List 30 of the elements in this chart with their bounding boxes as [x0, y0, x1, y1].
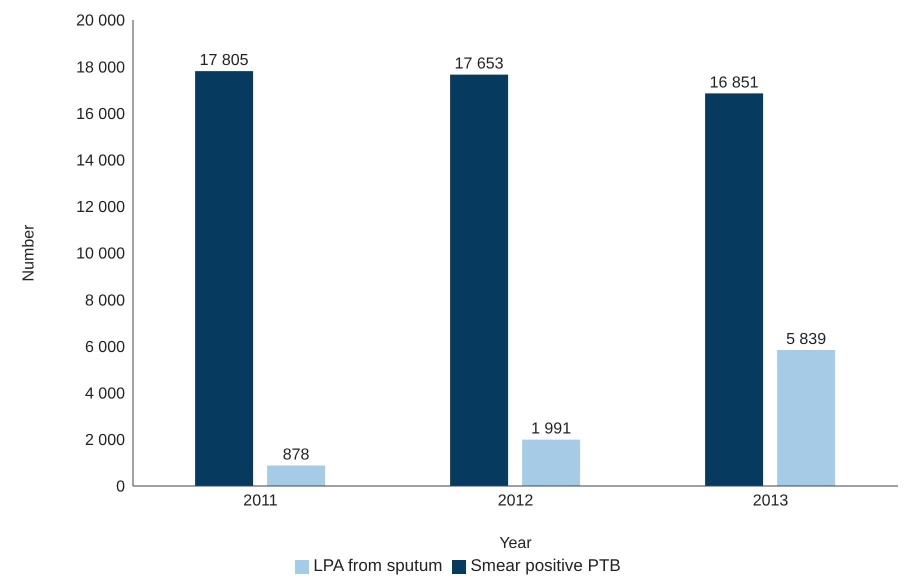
y-tick-label: 12 000: [76, 199, 126, 216]
x-tick-label: 2011: [243, 492, 278, 510]
y-tick-label: 16 000: [76, 106, 126, 123]
bar: [705, 93, 764, 486]
y-tick-label: 6 000: [84, 338, 126, 356]
y-tick-label: 0: [116, 478, 126, 496]
data-label: 5 839: [786, 330, 826, 348]
x-tick-label: 2012: [498, 492, 534, 510]
y-tick-label: 10 000: [76, 246, 126, 263]
legend-label: Smear positive PTB: [470, 556, 621, 575]
data-label: 878: [282, 446, 310, 464]
bar: [195, 71, 254, 486]
legend-label: LPA from sputum: [313, 556, 442, 575]
y-tick-label: 8 000: [84, 292, 126, 310]
data-label: 1 991: [531, 420, 572, 438]
y-tick-label: 14 000: [76, 152, 126, 170]
bar: [522, 440, 580, 486]
data-label: 17 653: [454, 56, 504, 73]
y-tick-label: 4 000: [84, 385, 126, 402]
y-tick-label: 20 000: [76, 12, 126, 30]
data-label: 16 851: [710, 74, 759, 92]
y-tick-label: 18 000: [76, 59, 126, 76]
bar: [777, 350, 836, 486]
x-tick-label: 2013: [752, 492, 788, 510]
y-axis-title: Number: [20, 224, 38, 282]
bar: [267, 466, 326, 486]
data-label: 17 805: [200, 52, 249, 70]
y-tick-label: 2 000: [84, 432, 126, 450]
x-axis-title: Year: [499, 535, 532, 552]
bar: [450, 74, 508, 486]
